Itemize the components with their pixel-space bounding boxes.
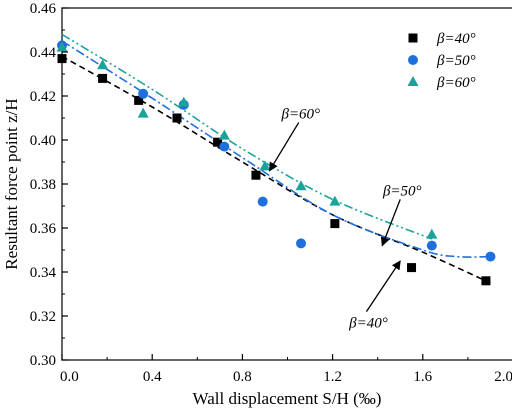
annotation-arrow-3 [365,260,401,312]
data-point-series-2-5 [257,196,268,207]
data-point-series-2-4 [219,141,230,152]
x-tick-label: 2.0 [494,369,512,385]
legend-marker-2 [408,55,418,65]
y-tick-label: 0.42 [30,89,56,105]
legend-marker-3 [407,76,419,86]
x-tick-label: 0.4 [143,369,162,385]
data-point-series-3-3 [137,107,149,118]
data-point-series-1-2 [98,73,108,83]
y-tick-label: 0.46 [30,1,57,17]
y-tick-label: 0.32 [30,309,56,325]
x-tick-label: 0.8 [233,369,252,385]
y-tick-label: 0.38 [30,177,56,193]
data-point-series-2-2 [138,88,149,99]
y-tick-label: 0.36 [30,221,57,237]
x-tick-label: 1.2 [323,369,342,385]
x-tick-label: 1.6 [413,369,432,385]
data-points [56,40,496,286]
data-point-series-1-1 [57,54,67,64]
fit-line-series-1 [61,55,491,284]
legend: β=40° β=50° β=60° [407,31,476,91]
data-point-series-3-2 [97,59,109,70]
annotations: β=60° β=50° β=40° [268,106,422,332]
data-point-series-1-3 [134,95,144,105]
x-axis-label: Wall displacement S/H (‰) [193,389,382,408]
data-point-series-1-6 [251,170,261,180]
annotation-arrow-2 [380,199,401,247]
axis-ticks [61,7,469,361]
fit-lines [61,33,491,284]
data-point-series-3-1 [56,41,68,52]
legend-label-1: β=40° [436,31,476,47]
data-point-series-3-7 [295,180,307,191]
data-point-series-3-4 [178,96,190,107]
y-tick-label: 0.40 [30,133,56,149]
fit-line-series-2 [61,40,491,258]
tick-labels: 0.0 0.4 0.8 1.2 1.6 2.0 0.30 0.32 0.34 0.36 0.38 0.… [30,1,512,385]
data-point-series-1-8 [407,263,417,273]
annotation-label-3: β=40° [348,316,388,332]
y-tick-label: 0.34 [30,265,57,281]
data-point-series-2-6 [296,238,307,249]
data-point-series-3-9 [426,228,438,239]
data-point-series-1-5 [213,137,223,147]
data-point-series-1-7 [330,219,340,229]
annotation-label-1: β=60° [280,106,320,122]
legend-marker-1 [408,33,418,43]
data-point-series-3-5 [218,129,230,140]
fit-line-series-3 [61,33,433,240]
legend-label-3: β=60° [436,75,476,91]
y-tick-label: 0.44 [30,45,57,61]
y-axis-label: Resultant force point z/H [2,98,21,269]
data-point-series-3-6 [259,160,271,171]
annotation-label-2: β=50° [382,183,422,199]
data-point-series-2-8 [485,251,496,262]
data-point-series-3-8 [329,195,341,206]
legend-label-2: β=50° [436,53,476,69]
data-point-series-1-9 [481,276,491,286]
y-tick-label: 0.30 [30,353,56,369]
data-point-series-1-4 [172,113,182,123]
annotation-arrow-1 [268,122,300,172]
x-tick-label: 0.0 [60,369,79,385]
data-point-series-2-7 [426,240,437,251]
